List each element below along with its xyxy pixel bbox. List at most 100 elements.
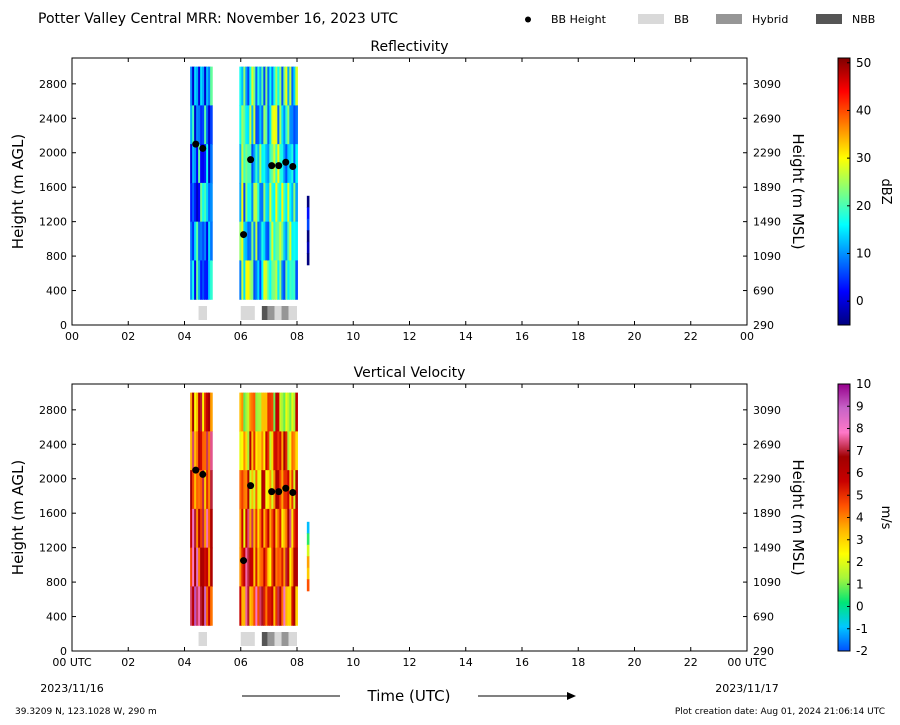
echo-cell [289, 182, 292, 223]
echo-cell [271, 392, 274, 432]
x-tick-label: 16 [515, 330, 529, 343]
echo-cell [194, 547, 197, 588]
echo-cell [208, 470, 211, 510]
echo-cell [255, 260, 258, 300]
echo-cell [267, 431, 270, 471]
echo-cell [281, 66, 284, 106]
echo-cell [263, 66, 266, 106]
echo-cell [210, 66, 213, 106]
bb-height-point [275, 162, 283, 170]
echo-cell [273, 547, 276, 588]
echo-cell [198, 221, 201, 262]
echo-cell [283, 586, 286, 626]
y-right-tick-label: 3090 [753, 78, 781, 91]
y-tick-label: 2400 [39, 438, 67, 451]
echo-cell [200, 105, 203, 145]
echo-cell [277, 392, 280, 432]
echo-cell [273, 221, 276, 262]
echo-cell [204, 547, 207, 588]
echo-cell [261, 221, 264, 262]
echo-cell [200, 182, 203, 223]
colorbar-tick-label: 8 [856, 422, 864, 436]
colorbar-label: m/s [878, 506, 893, 530]
echo-cell [255, 66, 258, 106]
echo-cell [285, 182, 288, 223]
echo-cell [277, 586, 280, 626]
echo-cell [192, 105, 195, 145]
y-right-axis-label: Height (m MSL) [789, 459, 807, 575]
y-tick-label: 2000 [39, 473, 67, 486]
x-tick-label: 12 [403, 656, 417, 669]
echo-cell [277, 547, 280, 588]
echo-cell [289, 508, 292, 549]
echo-cell [289, 260, 292, 300]
echo-cell [255, 470, 258, 510]
echo-cell [277, 431, 280, 471]
echo-cell [253, 144, 256, 184]
echo-cell [206, 144, 209, 184]
colorbar-tick-label: 4 [856, 511, 864, 525]
echo-cell [208, 221, 211, 262]
echo-cell [202, 470, 205, 510]
echo-cell [253, 221, 256, 262]
echo-cell [245, 182, 248, 223]
echo-cell [306, 241, 310, 254]
echo-cell [192, 586, 195, 626]
echo-cell [241, 66, 244, 106]
echo-cell [279, 392, 282, 432]
echo-cell [206, 508, 209, 549]
x-tick-label: 20 [628, 330, 642, 343]
echo-cell [253, 66, 256, 106]
colorbar [837, 57, 851, 326]
echo-cell [245, 392, 248, 432]
echo-cell [263, 221, 266, 262]
bb-height-point [199, 144, 207, 152]
x-tick-label: 00 UTC [727, 656, 767, 669]
echo-cell [257, 547, 260, 588]
echo-cell [306, 533, 310, 546]
x-tick-label: 18 [571, 330, 585, 343]
echo-cell [306, 521, 310, 534]
echo-cell [247, 431, 250, 471]
echo-cell [255, 547, 258, 588]
echo-cell [306, 556, 310, 569]
time-axis-label: Time (UTC) [367, 687, 451, 705]
echo-cell [196, 66, 199, 106]
echo-cell [293, 431, 296, 471]
x-tick-label: 08 [290, 656, 304, 669]
x-tick-label: 16 [515, 656, 529, 669]
echo-cell [265, 144, 268, 184]
bb-type-segment [281, 306, 289, 320]
y-right-tick-label: 1890 [753, 181, 781, 194]
echo-cell [275, 221, 278, 262]
echo-cell [255, 431, 258, 471]
echo-cell [285, 260, 288, 300]
x-tick-label: 06 [234, 656, 248, 669]
echo-cell [271, 105, 274, 145]
echo-cell [253, 392, 256, 432]
echo-cell [247, 586, 250, 626]
bb-type-segment [288, 306, 297, 320]
echo-cell [204, 66, 207, 106]
echo-cell [192, 392, 195, 432]
echo-cell [291, 392, 294, 432]
echo-cell [269, 547, 272, 588]
echo-cell [206, 260, 209, 300]
echo-cell [283, 508, 286, 549]
echo-cell [281, 392, 284, 432]
y-tick-label: 1600 [39, 181, 67, 194]
echo-cell [259, 470, 262, 510]
echo-cell [291, 586, 294, 626]
echo-cell [204, 431, 207, 471]
colorbar-tick-label: 5 [856, 488, 864, 502]
echo-cell [194, 105, 197, 145]
bb-type-segment [281, 632, 289, 646]
echo-cell [249, 392, 252, 432]
echo-cell [269, 105, 272, 145]
y-tick-label: 1200 [39, 216, 67, 229]
vertical-velocity-panel: 00 UTC 02 04 06 08 10 12 14 16 18 20 22 00 UTC040080… [9, 365, 893, 669]
echo-cell [277, 182, 280, 223]
y-tick-label: 0 [60, 319, 67, 332]
colorbar-tick-label: -1 [856, 622, 868, 636]
echo-cell [263, 182, 266, 223]
